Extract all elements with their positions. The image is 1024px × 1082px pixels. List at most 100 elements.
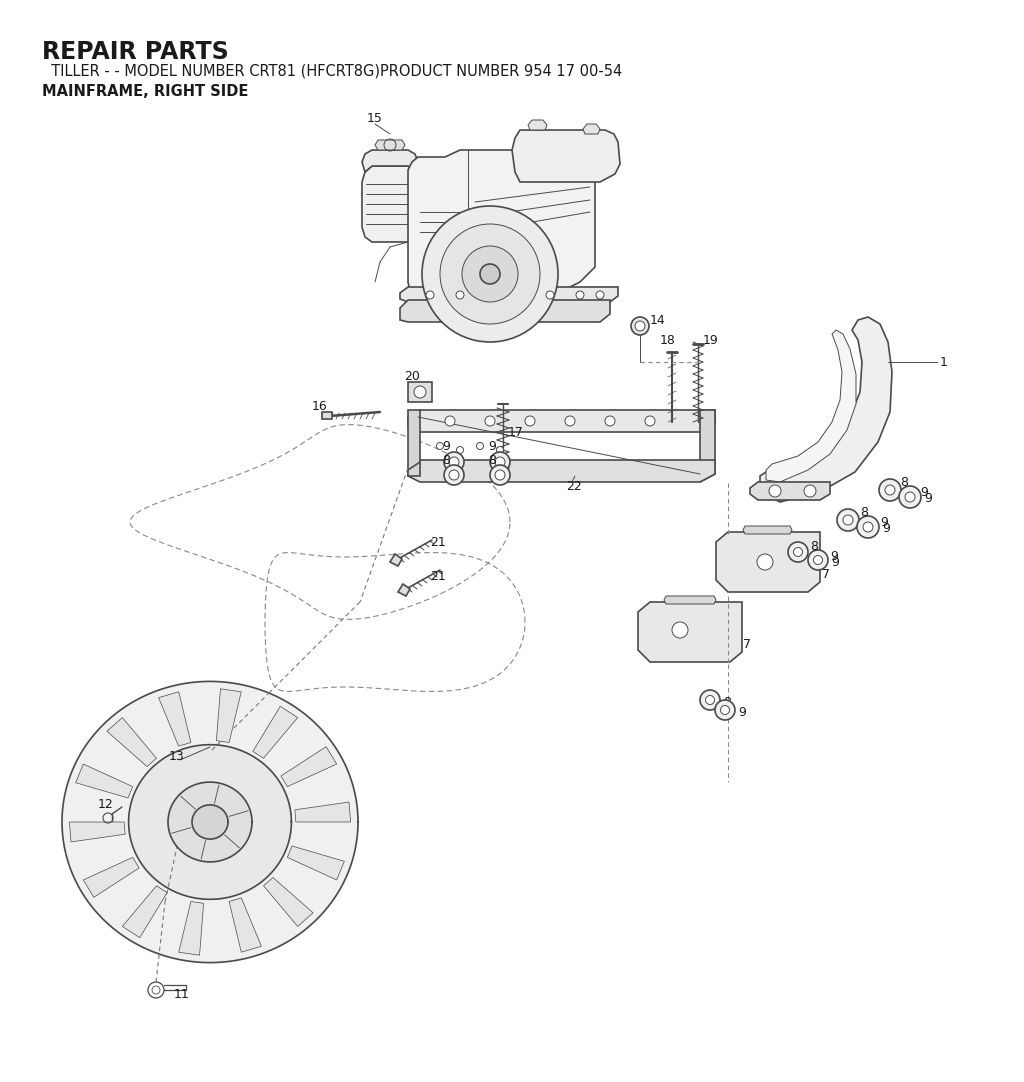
Polygon shape bbox=[253, 707, 298, 758]
Text: 21: 21 bbox=[430, 536, 445, 549]
Text: 8: 8 bbox=[900, 475, 908, 488]
Circle shape bbox=[565, 415, 575, 426]
Circle shape bbox=[485, 415, 495, 426]
Text: 8: 8 bbox=[442, 453, 450, 466]
Polygon shape bbox=[638, 602, 742, 662]
Circle shape bbox=[794, 547, 803, 556]
Circle shape bbox=[457, 447, 464, 453]
Circle shape bbox=[444, 452, 464, 472]
Polygon shape bbox=[750, 481, 830, 500]
Text: 8: 8 bbox=[904, 486, 912, 499]
Polygon shape bbox=[400, 287, 618, 302]
Text: 17: 17 bbox=[508, 425, 524, 438]
Polygon shape bbox=[408, 150, 595, 292]
Circle shape bbox=[449, 457, 459, 467]
Text: 9: 9 bbox=[882, 523, 890, 536]
Text: 12: 12 bbox=[98, 797, 114, 810]
Circle shape bbox=[426, 291, 434, 299]
Circle shape bbox=[462, 246, 518, 302]
Text: 9: 9 bbox=[880, 515, 888, 528]
Polygon shape bbox=[62, 682, 358, 963]
Text: 22: 22 bbox=[566, 479, 582, 492]
Circle shape bbox=[645, 415, 655, 426]
Text: 11: 11 bbox=[174, 988, 189, 1001]
Circle shape bbox=[490, 465, 510, 485]
Text: 9: 9 bbox=[830, 551, 838, 564]
Polygon shape bbox=[179, 901, 204, 955]
Circle shape bbox=[456, 291, 464, 299]
Text: 9: 9 bbox=[920, 486, 928, 499]
Polygon shape bbox=[122, 886, 167, 938]
Polygon shape bbox=[700, 410, 715, 481]
Polygon shape bbox=[129, 744, 292, 899]
Text: 9: 9 bbox=[831, 555, 839, 568]
Circle shape bbox=[575, 291, 584, 299]
Circle shape bbox=[715, 700, 735, 720]
Circle shape bbox=[440, 224, 540, 324]
Text: 8: 8 bbox=[723, 696, 731, 709]
Circle shape bbox=[445, 415, 455, 426]
Polygon shape bbox=[408, 382, 432, 403]
Polygon shape bbox=[664, 596, 716, 604]
Polygon shape bbox=[83, 857, 139, 897]
Circle shape bbox=[422, 206, 558, 342]
Polygon shape bbox=[229, 898, 261, 952]
Polygon shape bbox=[512, 130, 620, 182]
Text: 8: 8 bbox=[488, 453, 496, 466]
Polygon shape bbox=[263, 878, 313, 926]
Polygon shape bbox=[766, 330, 856, 481]
Text: 20: 20 bbox=[404, 370, 420, 383]
Circle shape bbox=[857, 516, 879, 538]
Circle shape bbox=[596, 291, 604, 299]
Text: 9: 9 bbox=[738, 705, 745, 718]
Circle shape bbox=[495, 470, 505, 480]
Polygon shape bbox=[362, 166, 418, 242]
Text: REPAIR PARTS: REPAIR PARTS bbox=[42, 40, 228, 64]
Circle shape bbox=[721, 705, 729, 714]
Polygon shape bbox=[408, 410, 715, 432]
Circle shape bbox=[414, 386, 426, 398]
Circle shape bbox=[497, 447, 504, 453]
Polygon shape bbox=[743, 526, 792, 535]
Text: 9: 9 bbox=[488, 439, 496, 452]
Text: 19: 19 bbox=[703, 333, 719, 346]
Polygon shape bbox=[159, 691, 190, 747]
Text: 8: 8 bbox=[811, 547, 819, 560]
Circle shape bbox=[152, 986, 160, 994]
Text: 9: 9 bbox=[924, 492, 932, 505]
Circle shape bbox=[700, 690, 720, 710]
Polygon shape bbox=[362, 150, 418, 172]
Circle shape bbox=[879, 479, 901, 501]
Circle shape bbox=[476, 443, 483, 449]
Polygon shape bbox=[106, 717, 157, 766]
Polygon shape bbox=[375, 140, 406, 150]
Polygon shape bbox=[583, 124, 600, 134]
Text: 13: 13 bbox=[169, 750, 184, 763]
Circle shape bbox=[436, 443, 443, 449]
Circle shape bbox=[843, 515, 853, 525]
Polygon shape bbox=[168, 782, 252, 862]
Text: 18: 18 bbox=[660, 333, 676, 346]
Circle shape bbox=[837, 509, 859, 531]
Circle shape bbox=[480, 264, 500, 283]
Polygon shape bbox=[295, 802, 350, 822]
Text: 1: 1 bbox=[940, 356, 948, 369]
Circle shape bbox=[444, 465, 464, 485]
Text: TILLER - - MODEL NUMBER CRT81 (HFCRT8G)PRODUCT NUMBER 954 17 00-54: TILLER - - MODEL NUMBER CRT81 (HFCRT8G)P… bbox=[42, 64, 623, 79]
Polygon shape bbox=[288, 846, 344, 880]
Text: 8: 8 bbox=[860, 505, 868, 518]
Circle shape bbox=[899, 486, 921, 509]
Text: 7: 7 bbox=[743, 637, 751, 650]
Circle shape bbox=[804, 485, 816, 497]
Circle shape bbox=[546, 291, 554, 299]
Text: 14: 14 bbox=[650, 314, 666, 327]
Polygon shape bbox=[398, 584, 410, 596]
Polygon shape bbox=[76, 764, 133, 799]
Circle shape bbox=[672, 622, 688, 638]
Circle shape bbox=[863, 522, 873, 532]
Polygon shape bbox=[408, 460, 715, 481]
Polygon shape bbox=[528, 120, 547, 130]
Polygon shape bbox=[400, 300, 610, 322]
Polygon shape bbox=[716, 532, 820, 592]
Circle shape bbox=[631, 317, 649, 335]
